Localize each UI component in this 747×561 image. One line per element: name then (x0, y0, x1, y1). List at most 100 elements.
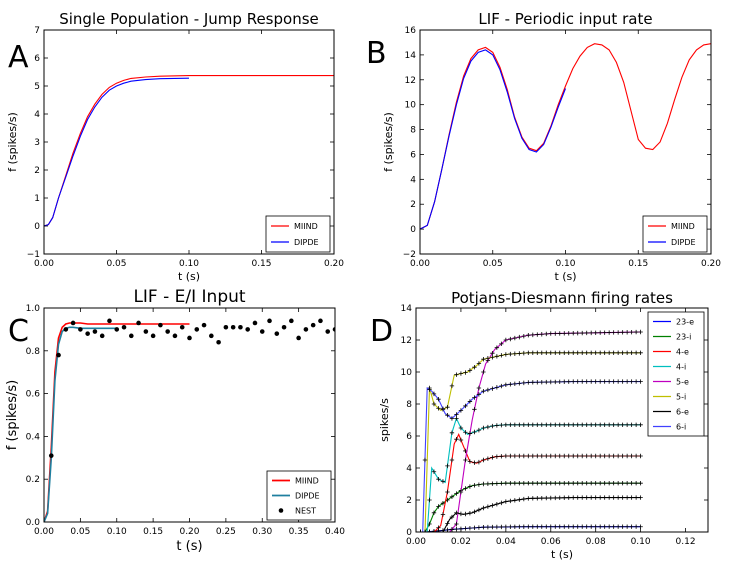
chart-d-series-6-e-nest-marker (431, 529, 437, 532)
chart-d-series-23-e-nest-marker (615, 524, 621, 529)
chart-c-series-nest-point (63, 327, 69, 332)
chart-d-series-5-i-line (416, 352, 641, 532)
chart-d-series-5-e-nest-marker (454, 521, 459, 527)
chart-c-xtick-label: 0.35 (289, 527, 309, 537)
chart-c-series-nest-point (114, 327, 120, 332)
chart-d-series-6-e-nest-marker (624, 495, 630, 500)
chart-c-legend-entry-miind-label: MIIND (295, 477, 319, 486)
chart-d-series-6-i-nest-marker (624, 379, 630, 384)
chart-d-series-23-i-nest-marker (597, 481, 603, 486)
chart-d-series-23-i-nest-marker (571, 481, 576, 486)
chart-d-series-5-e-nest-marker (526, 333, 531, 338)
chart-c-legend-entry-nest-label: NEST (295, 507, 316, 516)
chart-d-series-4-e-nest-marker (606, 453, 612, 459)
chart-d-series-4-i-nest-marker (589, 422, 594, 427)
chart-d-series-6-i-nest-marker (512, 381, 518, 387)
chart-d-series-5-e-nest-marker (463, 457, 468, 463)
chart-d-series-4-i-nest-marker (557, 422, 562, 427)
chart-d-series-23-i-nest-marker (602, 481, 607, 486)
chart-d-xtick-label: 0.02 (451, 537, 471, 547)
chart-d-series-4-i-nest-marker (602, 422, 607, 427)
chart-c-xtick-label: 0.00 (34, 527, 54, 537)
chart-d-series-6-i-nest-marker (589, 379, 594, 384)
chart-d-series-4-e-nest-marker (449, 457, 455, 463)
chart-d-series-5-e-nest-marker (458, 489, 464, 495)
chart-d-series-6-i-nest-marker (485, 387, 491, 393)
chart-d-series-6-e-nest-marker (476, 507, 482, 513)
chart-d-series-23-i-nest-marker (490, 481, 495, 486)
chart-d-series-5-e-nest-marker (611, 330, 616, 335)
chart-d-series-5-e-nest-marker (597, 330, 603, 335)
chart-d-series-6-i-nest-marker (445, 413, 450, 418)
chart-d-series-5-e-nest-marker (580, 330, 585, 336)
chart-d-series-5-i-nest-marker (571, 350, 576, 355)
chart-d-series-6-e-nest-marker (445, 521, 450, 526)
chart-d-series-5-i-nest-marker (575, 350, 580, 355)
chart-d-series-4-i-nest-marker (615, 422, 621, 427)
chart-d-series-4-e-nest-marker (557, 453, 562, 459)
chart-d-series-4-i-nest-marker (481, 425, 486, 431)
chart-d-series-4-i-nest-marker (584, 422, 589, 427)
chart-d-ytick-label: 8 (406, 400, 412, 410)
chart-d-series-5-e-nest-marker (508, 336, 513, 342)
chart-d-series-6-e-nest-marker (521, 496, 527, 502)
chart-d-series-23-i-nest-marker (562, 481, 567, 486)
chart-d-series-4-e-nest-marker (615, 453, 621, 459)
chart-d-series-23-i-nest-marker (431, 510, 437, 515)
chart-c-xtick-label: 0.30 (252, 527, 272, 537)
chart-d-series-6-i-nest-marker (463, 403, 468, 409)
chart-d-series-5-e-nest-marker (557, 331, 562, 336)
chart-a-xlabel: t (s) (178, 270, 200, 283)
chart-d-series-6-i-nest-marker (620, 379, 625, 384)
chart-d-series-4-e-nest-marker (485, 456, 491, 461)
chart-d-series-23-e-nest-marker (467, 525, 473, 531)
chart-d-series-4-i-nest-marker (436, 477, 441, 482)
chart-c-series-nest-point (194, 327, 200, 332)
chart-b-ytick-label: 6 (410, 150, 416, 160)
chart-c-series-nest-point (70, 320, 76, 326)
chart-b-xtick-label: 0.20 (701, 259, 721, 269)
chart-d-series-6-e-nest-marker (427, 529, 432, 532)
chart-c-series-nest-point (238, 324, 243, 330)
chart-d-series-23-e-nest-marker (508, 524, 513, 530)
chart-d-legend-entry-23-i-label: 23-i (676, 333, 691, 342)
chart-d-series-23-i-nest-marker (638, 481, 643, 486)
chart-d-series-6-i-nest-marker (633, 379, 639, 384)
chart-d-series-6-i-nest-marker (539, 379, 544, 385)
chart-d-series-6-i-nest-marker (557, 379, 562, 385)
chart-d-series-23-e-nest-marker (597, 524, 603, 529)
chart-d-series-4-i-nest-marker (638, 422, 643, 427)
chart-d-series-4-e-nest-marker (584, 453, 589, 459)
chart-d-ytick-label: 6 (406, 432, 412, 442)
chart-a-legend-entry-miind-label: MIIND (294, 222, 318, 231)
chart-d-series-23-i-nest-marker (454, 491, 459, 496)
chart-d-series-6-e-nest-marker (530, 496, 535, 501)
chart-d-series-6-e-nest-marker (436, 529, 441, 532)
chart-d-series-5-e-nest-marker (589, 330, 594, 336)
chart-b-ylabel: f (spikes/s) (382, 112, 395, 172)
chart-d-series-23-i-nest-marker (467, 484, 473, 489)
chart-d-plot-area (416, 329, 643, 532)
chart-d-series-4-e-nest-marker (624, 453, 630, 459)
chart-d-series-4-i-nest-marker (440, 479, 446, 484)
chart-d-series-5-i-nest-marker (445, 405, 450, 410)
chart-d-series-6-e-nest-marker (481, 505, 486, 511)
chart-d-series-23-i-nest-marker (449, 494, 455, 499)
chart-d-ytick-label: 14 (401, 304, 413, 314)
chart-d-series-6-e-nest-marker (602, 495, 607, 500)
chart-d-series-6-e-nest-marker (463, 511, 468, 517)
chart-d-legend-box (647, 311, 705, 437)
chart-d-series-4-i-nest-marker (499, 422, 504, 428)
chart-d-ytick-label: 12 (401, 336, 412, 346)
chart-d-series-4-e-nest-marker (503, 453, 509, 459)
chart-d-series-5-e-nest-marker (566, 331, 571, 336)
chart-c-series-nest-point (274, 331, 280, 336)
chart-d-series-5-e-nest-marker (476, 385, 482, 391)
chart-d-series-4-i-nest-marker (512, 422, 518, 427)
chart-d-series-6-e-nest-marker (535, 496, 540, 501)
chart-d-series-4-i-nest-marker (503, 422, 509, 427)
chart-c-series-miind-line (44, 322, 190, 522)
chart-d-series-6-e-nest-marker (422, 529, 428, 532)
chart-d-series-23-e-nest-marker (553, 524, 558, 529)
chart-c-legend-entry-dipde-label: DIPDE (295, 492, 320, 501)
